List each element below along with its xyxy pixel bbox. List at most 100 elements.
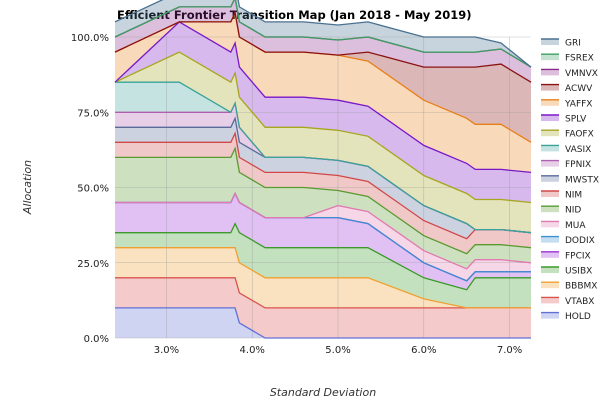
- legend-label: FSREX: [565, 54, 594, 64]
- legend-item-faofx: FAOFX: [541, 129, 594, 140]
- line-bbbmx: [115, 247, 531, 309]
- area-gri: [115, 0, 531, 68]
- legend-item-splv: SPLV: [541, 114, 587, 125]
- line-splv: [114, 21, 532, 174]
- line-acwv: [114, 10, 532, 83]
- x-tick-label: 6.0%: [411, 345, 436, 356]
- legend-label: USIBX: [565, 267, 592, 277]
- legend-label: FPNIX: [565, 160, 591, 170]
- area-vmnvx: [115, 0, 531, 83]
- x-tick-label: 5.0%: [325, 345, 350, 356]
- legend-item-usibx: USIBX: [541, 266, 592, 277]
- x-tick-label: 3.0%: [154, 345, 179, 356]
- legend-item-fpnix: FPNIX: [541, 159, 591, 170]
- legend-swatch: [541, 236, 559, 243]
- legend-swatch: [541, 312, 559, 319]
- legend: GRI FSREX VMNVX ACWV YAFFX SPLV FAOFX VASIX FPNI…: [541, 38, 599, 322]
- legend-label: BBBMX: [565, 282, 597, 292]
- area-mua: [115, 193, 531, 281]
- legend-swatch: [541, 267, 559, 273]
- legend-label: GRI: [565, 39, 581, 49]
- legend-item-gri: GRI: [541, 38, 581, 49]
- legend-swatch: [541, 130, 559, 137]
- legend-label: ACWV: [565, 84, 593, 94]
- legend-item-bbbmx: BBBMX: [541, 281, 597, 292]
- legend-swatch: [541, 115, 559, 121]
- area-hold: [115, 307, 531, 338]
- area-acwv: [115, 12, 531, 143]
- legend-item-mwstx: MWSTX: [541, 175, 599, 185]
- area-nim: [115, 133, 531, 254]
- legend-label: MWSTX: [565, 175, 599, 185]
- line-hold: [115, 307, 531, 339]
- area-nid: [115, 148, 531, 269]
- legend-swatch: [541, 145, 559, 152]
- area-yaffx: [115, 12, 531, 173]
- legend-swatch: [541, 175, 559, 182]
- legend-label: VASIX: [565, 145, 591, 155]
- legend-item-vtabx: VTABX: [541, 296, 594, 307]
- legend-label: VTABX: [565, 297, 594, 307]
- legend-swatch: [541, 99, 559, 106]
- legend-label: YAFFX: [564, 99, 592, 109]
- x-axis-label: Standard Deviation: [270, 386, 376, 399]
- legend-swatch: [541, 39, 559, 45]
- legend-label: VMNVX: [565, 69, 598, 79]
- chart-title: Efficient Frontier Transition Map (Jan 2…: [117, 8, 472, 22]
- legend-swatch: [541, 69, 559, 76]
- y-axis-label: Allocation: [21, 160, 34, 215]
- legend-swatch: [541, 191, 559, 197]
- legend-label: FPCIX: [565, 251, 591, 261]
- y-tick-label: 25.0%: [77, 259, 109, 270]
- legend-item-yaffx: YAFFX: [541, 99, 592, 109]
- line-vasix: [115, 81, 532, 234]
- legend-swatch: [541, 251, 559, 258]
- line-nim: [115, 131, 532, 240]
- area-usibx: [115, 223, 531, 308]
- legend-swatch: [541, 160, 559, 167]
- line-mua: [115, 191, 532, 270]
- area-fpnix: [115, 103, 531, 233]
- legend-swatch: [541, 282, 559, 289]
- legend-item-nim: NIM: [541, 190, 582, 201]
- legend-swatch: [541, 221, 559, 228]
- legend-item-hold: HOLD: [541, 311, 591, 322]
- area-fpcix: [115, 193, 531, 290]
- legend-item-vasix: VASIX: [541, 144, 591, 155]
- legend-label: FAOFX: [565, 130, 594, 140]
- x-tick-label: 7.0%: [497, 345, 522, 356]
- x-tick-label: 4.0%: [240, 345, 265, 356]
- legend-label: HOLD: [565, 312, 591, 322]
- line-nid: [115, 146, 532, 255]
- y-tick-label: 50.0%: [77, 184, 109, 195]
- line-fsrex: [114, 0, 532, 68]
- legend-item-fsrex: FSREX: [541, 53, 594, 64]
- legend-item-vmnvx: VMNVX: [541, 68, 598, 79]
- y-tick-label: 75.0%: [77, 108, 109, 119]
- line-faofx: [114, 51, 532, 204]
- area-mwstx: [115, 118, 531, 239]
- legend-label: DODIX: [565, 236, 595, 246]
- x-axis-ticks: 3.0% 4.0% 5.0% 6.0% 7.0%: [154, 345, 522, 356]
- legend-swatch: [541, 297, 559, 304]
- legend-swatch: [541, 206, 559, 213]
- legend-swatch: [541, 84, 559, 91]
- y-tick-label: 100.0%: [71, 33, 109, 44]
- legend-label: NID: [565, 206, 581, 216]
- legend-label: SPLV: [565, 115, 587, 125]
- legend-label: MUA: [565, 221, 586, 231]
- legend-item-dodix: DODIX: [541, 235, 595, 246]
- series-lines: [114, 0, 532, 339]
- legend-item-fpcix: FPCIX: [541, 251, 591, 261]
- y-tick-label: 0.0%: [84, 334, 109, 345]
- line-gri: [114, 0, 532, 68]
- legend-label: NIM: [565, 191, 582, 201]
- legend-item-mua: MUA: [541, 220, 586, 231]
- legend-item-nid: NID: [541, 205, 581, 216]
- legend-swatch: [541, 54, 559, 61]
- line-usibx: [115, 222, 531, 291]
- y-axis-ticks: 0.0% 25.0% 50.0% 75.0% 100.0%: [71, 33, 109, 345]
- legend-item-acwv: ACWV: [541, 83, 593, 94]
- area-vasix: [115, 82, 531, 233]
